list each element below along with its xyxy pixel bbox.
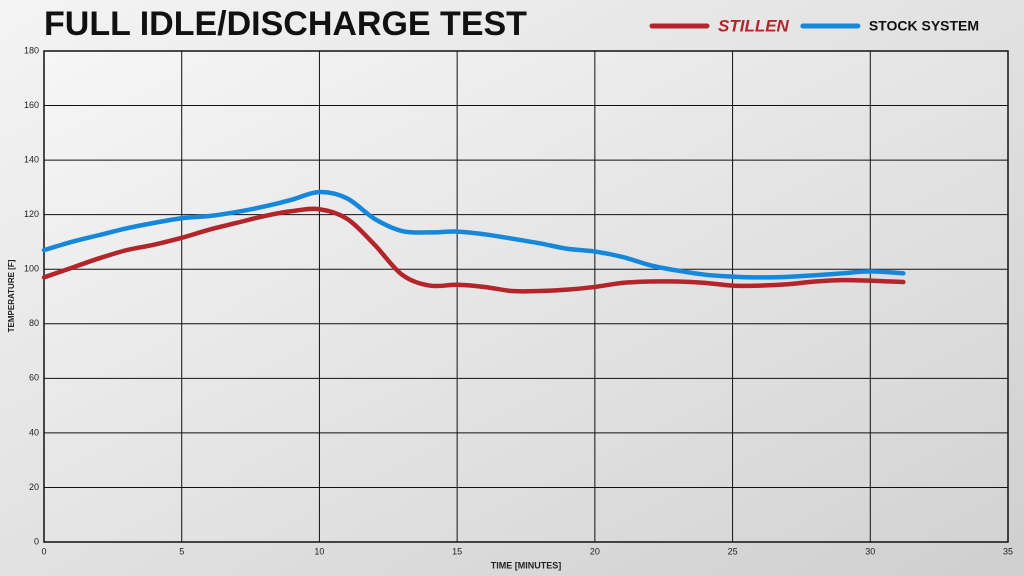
y-tick-label: 120 <box>24 209 39 219</box>
y-tick-label: 60 <box>29 373 39 383</box>
x-tick-label: 10 <box>314 546 324 556</box>
y-tick-label: 40 <box>29 427 39 437</box>
data-line <box>41 189 906 280</box>
y-tick-label: 100 <box>24 264 39 274</box>
x-tick-label: 5 <box>179 546 184 556</box>
chart-title: FULL IDLE/DISCHARGE TEST <box>44 5 527 43</box>
x-tick-label: 20 <box>590 546 600 556</box>
x-tick-label: 30 <box>865 546 875 556</box>
y-tick-label: 0 <box>34 536 39 546</box>
x-tick-label: 15 <box>452 546 462 556</box>
x-tick-label: 0 <box>41 546 46 556</box>
y-tick-label: 140 <box>24 154 39 164</box>
x-tick-label: 35 <box>1003 546 1013 556</box>
y-tick-label: 20 <box>29 482 39 492</box>
x-axis-label: TIME [MINUTES] <box>491 560 562 570</box>
y-tick-label: 80 <box>29 318 39 328</box>
y-tick-label: 180 <box>24 45 39 55</box>
legend-label: STILLEN <box>718 16 790 35</box>
legend-label: STOCK SYSTEM <box>869 18 979 34</box>
y-axis-label: TEMPERATURE [F] <box>7 259 16 332</box>
x-tick-label: 25 <box>728 546 738 556</box>
plot-area <box>43 50 1009 543</box>
y-tick-label: 160 <box>24 100 39 110</box>
data-line <box>41 206 906 294</box>
